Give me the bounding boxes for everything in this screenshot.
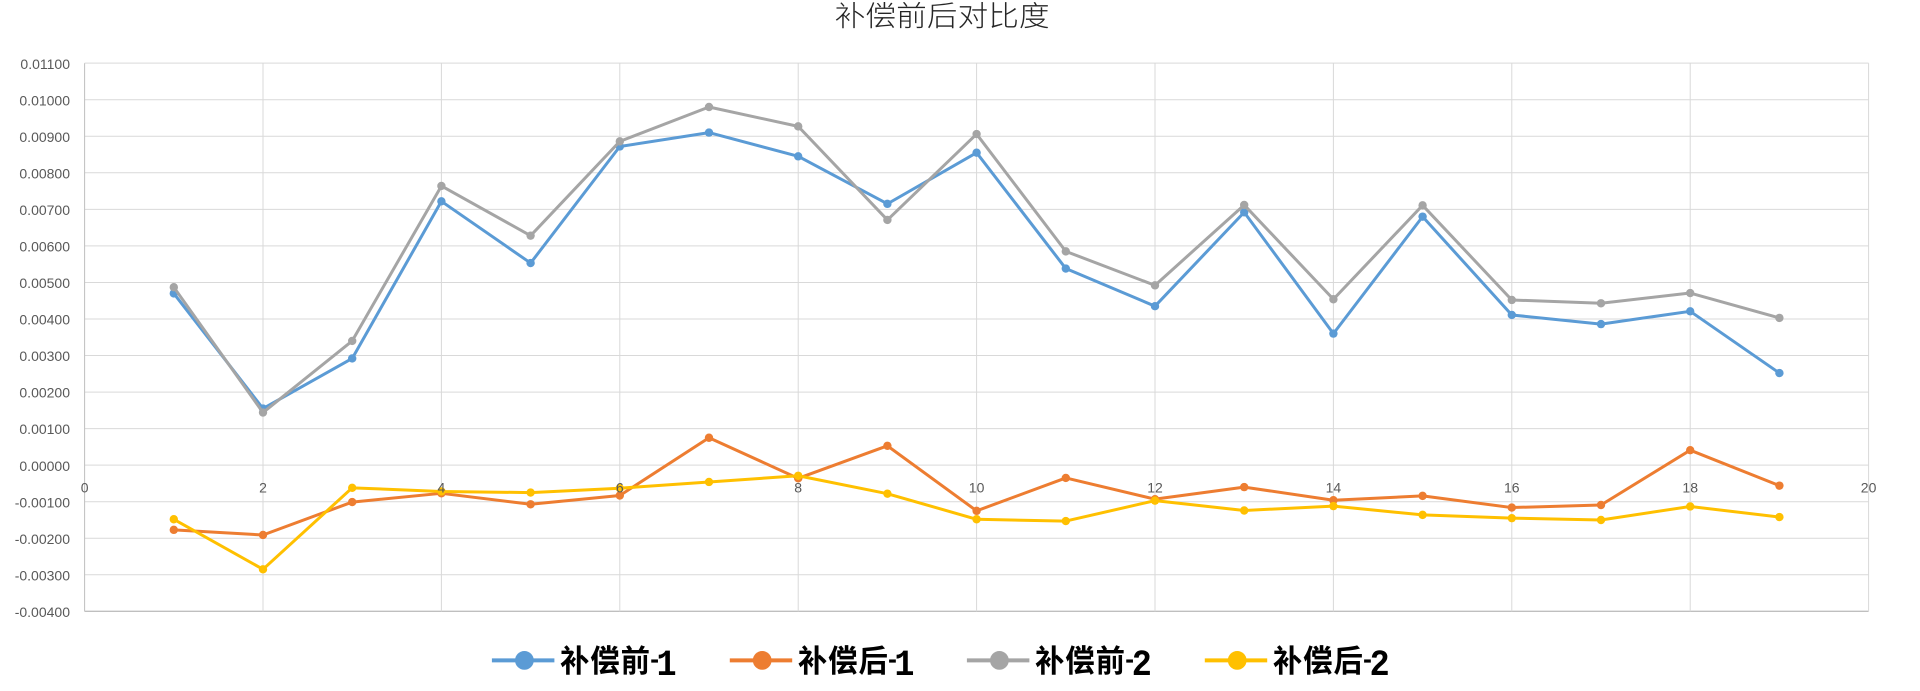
svg-text:0.00400: 0.00400	[19, 312, 70, 328]
svg-text:-0.00400: -0.00400	[15, 604, 70, 620]
svg-text:0.00500: 0.00500	[19, 275, 70, 291]
svg-text:-0.00200: -0.00200	[15, 531, 70, 547]
svg-text:-0.00300: -0.00300	[15, 567, 70, 583]
svg-text:16: 16	[1504, 480, 1520, 496]
svg-text:0.00600: 0.00600	[19, 238, 70, 254]
svg-text:0.00000: 0.00000	[19, 458, 70, 474]
svg-text:14: 14	[1326, 480, 1342, 496]
svg-text:0.00300: 0.00300	[19, 348, 70, 364]
svg-text:0.01100: 0.01100	[20, 56, 70, 72]
svg-text:0.00700: 0.00700	[19, 202, 70, 218]
svg-text:10: 10	[969, 480, 985, 496]
svg-text:2: 2	[259, 480, 267, 496]
svg-text:-0.00100: -0.00100	[15, 494, 70, 510]
svg-text:0.00800: 0.00800	[19, 165, 70, 181]
svg-text:0: 0	[81, 480, 89, 496]
svg-text:0.00100: 0.00100	[19, 421, 70, 437]
svg-text:0.00200: 0.00200	[19, 385, 70, 401]
svg-text:0.00900: 0.00900	[19, 129, 70, 145]
svg-text:20: 20	[1861, 480, 1877, 496]
svg-text:4: 4	[438, 480, 446, 496]
svg-text:12: 12	[1147, 480, 1163, 496]
svg-text:18: 18	[1682, 480, 1698, 496]
svg-text:6: 6	[616, 480, 624, 496]
svg-text:0.01000: 0.01000	[19, 92, 70, 108]
svg-text:8: 8	[794, 480, 802, 496]
